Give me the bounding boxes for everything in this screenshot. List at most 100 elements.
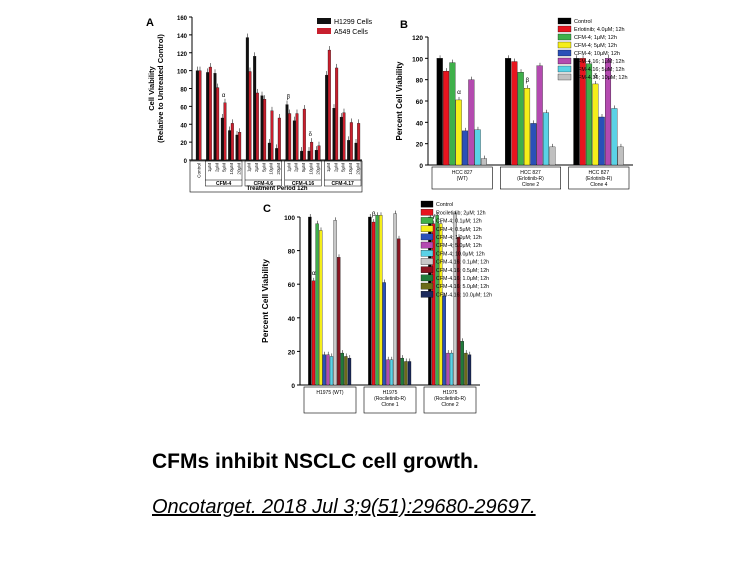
bar (397, 238, 401, 386)
y-axis-label-line: Cell Viability (147, 65, 156, 110)
legend-swatch (557, 17, 572, 25)
bar (598, 116, 605, 166)
bar-a549 (288, 113, 292, 161)
category-box (500, 166, 561, 190)
bar-h1299 (228, 130, 232, 161)
bar (347, 357, 352, 386)
category-label: H1975 (443, 390, 458, 396)
bar (333, 220, 337, 386)
bar (400, 357, 404, 386)
bar (549, 146, 556, 166)
category-label: (WT) (457, 176, 468, 182)
citation-link[interactable]: Oncotarget. 2018 Jul 3;9(51):29680-29697… (152, 496, 536, 518)
y-tick-label: 160 (177, 16, 188, 22)
bar-h1299 (253, 56, 257, 161)
bar (449, 352, 454, 386)
bar-h1299 (213, 73, 217, 161)
y-tick-label: 100 (284, 215, 295, 222)
bar-a549 (198, 70, 202, 161)
x-tick-label: 2μM (333, 163, 338, 172)
category-box (363, 386, 417, 414)
panel-c-chart-label: C (263, 203, 271, 215)
x-tick-label: 10μM (269, 163, 274, 175)
x-tick-label: 1μM (247, 163, 252, 172)
bar-h1299 (300, 150, 304, 161)
group-label: CFM-4.6 (254, 181, 274, 187)
x-tick-label: 2μM (294, 163, 299, 172)
bar-h1299 (267, 142, 271, 161)
x-tick-label: 5μM (261, 163, 266, 172)
legend-label: CFM-4; 10μM; 12h (574, 51, 620, 57)
category-label: HCC 827 (589, 170, 610, 176)
legend-swatch (420, 200, 434, 208)
legend-label: Erlotinib; 4.0μM; 12h (574, 27, 625, 33)
panel-c-chart: C 0 20 40 60 80 100 Percent Cell Viability H1975… (260, 200, 492, 414)
legend-label: H1299 Cells (334, 19, 373, 26)
bar (371, 221, 376, 386)
significance-mark: β (287, 95, 291, 101)
legend-swatch (420, 291, 434, 298)
bar (315, 223, 319, 386)
y-axis-label: Cell Viability(Relative to Untreated Con… (147, 34, 165, 143)
bar (439, 223, 443, 386)
bar (431, 223, 436, 386)
bar (389, 359, 394, 386)
bar-h1299 (285, 104, 289, 161)
bar (453, 213, 457, 386)
bar-a549 (208, 66, 212, 161)
bar (404, 361, 408, 386)
legend-label: A549 Cells (334, 29, 368, 36)
legend-label: CFM-4.16; 10μM; 12h (574, 75, 628, 81)
y-tick-label: 60 (416, 99, 424, 106)
group-box (284, 160, 322, 187)
significance-mark: α (312, 270, 316, 277)
bar (428, 216, 432, 386)
bar-h1299 (245, 37, 249, 161)
significance-mark: α (457, 89, 461, 96)
significance-mark: δ (594, 73, 598, 80)
y-axis-label: Percent Cell Viability (260, 259, 270, 343)
x-tick-label: 20μM (236, 163, 241, 175)
legend-label: Control (574, 19, 592, 25)
y-tick-label: 80 (180, 88, 187, 94)
legend-swatch (420, 225, 434, 232)
bar (517, 72, 524, 166)
legend-swatch (317, 28, 331, 34)
y-tick-label: 80 (416, 78, 424, 85)
bar-a549 (255, 92, 259, 161)
legend-label: CFM-4.16; 1.0μM; 12h (436, 276, 489, 282)
category-box (423, 386, 477, 414)
bar (542, 112, 550, 166)
legend-swatch (420, 274, 434, 282)
group-box (324, 160, 362, 187)
bar-h1299 (206, 72, 210, 161)
bar (579, 58, 586, 166)
bar-h1299 (275, 148, 279, 161)
legend-swatch (420, 266, 434, 273)
bar-h1299 (347, 140, 351, 161)
category-label: Clone 2 (441, 402, 458, 408)
legend-swatch (557, 33, 572, 41)
legend-swatch (420, 282, 434, 290)
bar (337, 257, 341, 386)
bar-a549 (216, 87, 220, 161)
y-tick-label: 60 (288, 282, 296, 289)
bar (611, 108, 618, 166)
legend-label: CFM-4; 5μM; 12h (574, 43, 617, 49)
legend-swatch (557, 25, 572, 33)
bar (592, 83, 599, 166)
bar (530, 123, 537, 166)
category-label: Clone 2 (522, 182, 539, 188)
bar (386, 359, 390, 386)
bar (382, 282, 386, 386)
panel-b-chart: B 0 20 40 60 80 100 120 Percent Cell Viability HC… (395, 17, 633, 190)
y-tick-label: 40 (288, 316, 296, 323)
x-tick-label: 20μM (316, 163, 321, 175)
bar (436, 58, 443, 166)
bar-a549 (327, 49, 331, 161)
legend-swatch (420, 258, 434, 265)
legend-label: CFM-4; 0.1μM; 12h (436, 219, 482, 225)
bar (586, 63, 593, 166)
legend-swatch (420, 241, 434, 249)
y-tick-label: 20 (288, 349, 296, 356)
